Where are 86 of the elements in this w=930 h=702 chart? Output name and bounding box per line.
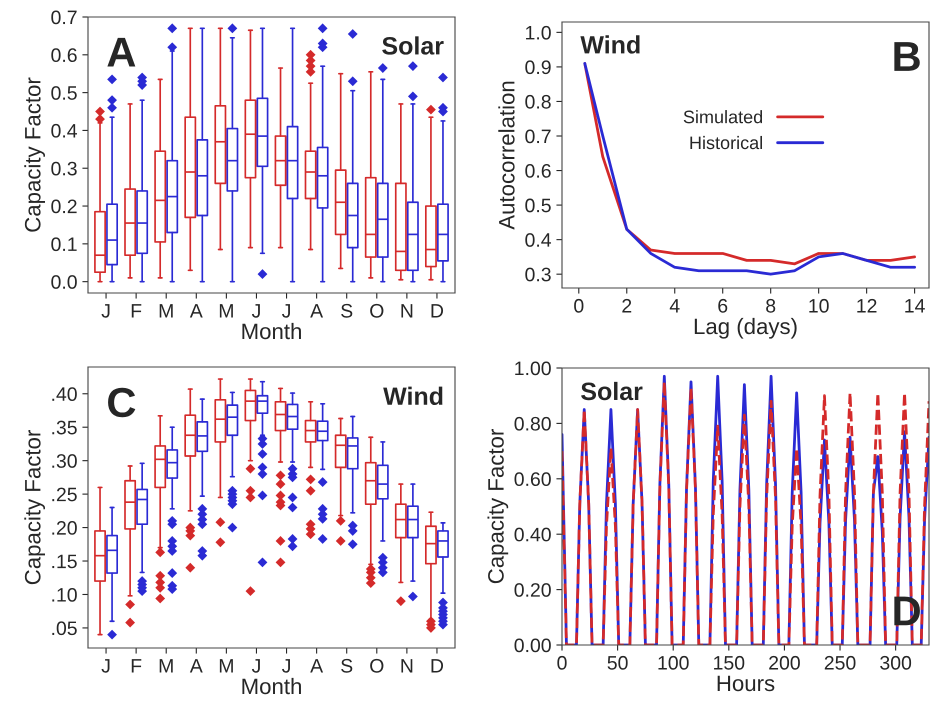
x-tick-label: F [132,304,142,318]
y-tick-label: 0.5 [525,198,551,212]
x-tick-label: N [401,304,412,318]
y-tick-label: .10 [52,588,77,602]
x-tick-label: O [370,304,384,318]
x-tick-label: N [401,659,412,673]
x-tick-label: 10 [809,298,829,313]
x-tick-label: D [432,659,444,673]
y-tick-label: 0.9 [525,60,551,74]
x-axis-title: Month [242,322,301,340]
x-tick-label: 2 [622,298,632,313]
x-tick-label: F [132,659,142,673]
y-tick-label: 0.1 [51,237,77,252]
x-tick-label: J [252,304,260,318]
legend-label: Historical [690,136,762,150]
y-tick-label: 0.40 [514,528,551,542]
y-tick-label: 0.4 [51,124,78,138]
x-tick-label: 4 [670,299,680,313]
y-axis-title: Autocorrelation [498,82,515,230]
x-tick-label: J [282,304,290,318]
x-axis-title: Month [242,678,301,694]
y-axis-title: Capacity Factor [487,429,508,584]
y-tick-label: 0.00 [514,638,551,652]
annotation: A [107,38,136,67]
x-tick-label: J [101,659,110,673]
annotation: Wind [383,386,442,406]
x-tick-label: 250 [824,656,856,670]
y-tick-label: .25 [52,488,77,502]
x-tick-label: 12 [857,298,876,313]
y-tick-label: 0.0 [51,275,77,289]
x-tick-label: 8 [766,298,776,313]
y-tick-label: 0.80 [514,416,551,431]
y-tick-label: 0.5 [51,86,77,100]
y-tick-label: 1.00 [515,361,551,376]
x-tick-label: S [341,658,352,673]
x-tick-label: 6 [718,298,728,313]
y-tick-label: .40 [52,387,77,401]
x-tick-label: A [310,659,324,673]
x-tick-label: S [341,304,352,318]
y-tick-label: 0.3 [51,162,77,176]
annotation: B [894,42,920,71]
y-tick-label: 0.7 [51,10,77,24]
x-tick-label: D [432,304,444,318]
y-tick-label: 0.6 [525,164,551,178]
y-tick-label: 0.8 [525,94,551,109]
y-tick-label: 0.20 [514,583,551,597]
x-tick-label: J [282,659,290,673]
x-tick-label: 50 [608,656,628,670]
x-tick-label: 0 [557,656,567,670]
legend-label: Simulated [684,110,762,124]
x-tick-label: J [252,659,260,673]
y-tick-label: 0.3 [525,268,551,282]
x-tick-label: 300 [880,656,912,670]
x-tick-label: 0 [574,298,584,313]
y-tick-label: .30 [52,454,77,468]
x-tick-label: M [160,659,173,673]
y-tick-label: .15 [52,554,77,568]
y-axis-title: Capacity Factor [24,78,45,232]
y-tick-label: 0.7 [525,129,551,144]
x-tick-label: 200 [769,656,800,670]
x-tick-label: A [310,304,324,318]
annotation: Solar [382,36,444,55]
x-tick-label: A [190,659,203,673]
x-tick-label: 150 [714,656,744,670]
y-tick-label: 0.6 [51,48,77,62]
y-tick-label: 0.60 [514,472,551,486]
y-tick-label: 1.0 [526,26,551,40]
x-tick-label: J [101,304,110,318]
x-tick-label: M [220,659,233,673]
x-tick-label: 100 [658,656,689,670]
y-tick-label: .05 [52,621,77,636]
x-tick-label: M [220,304,233,318]
x-tick-label: A [190,304,203,318]
y-axis-title: Capacity Factor [24,430,45,584]
x-axis-title: Lag (days) [694,318,797,339]
x-tick-label: 14 [905,299,925,313]
annotation: C [108,388,136,418]
x-axis-title: Hours [718,676,774,692]
x-tick-label: O [370,658,384,673]
y-tick-label: 0.2 [51,200,77,214]
x-tick-label: M [160,304,173,318]
annotation: Wind [580,35,640,54]
y-tick-label: .20 [52,521,77,535]
y-tick-label: .35 [52,420,77,434]
y-tick-label: 0.4 [525,233,552,247]
annotation: Solar [581,382,642,400]
